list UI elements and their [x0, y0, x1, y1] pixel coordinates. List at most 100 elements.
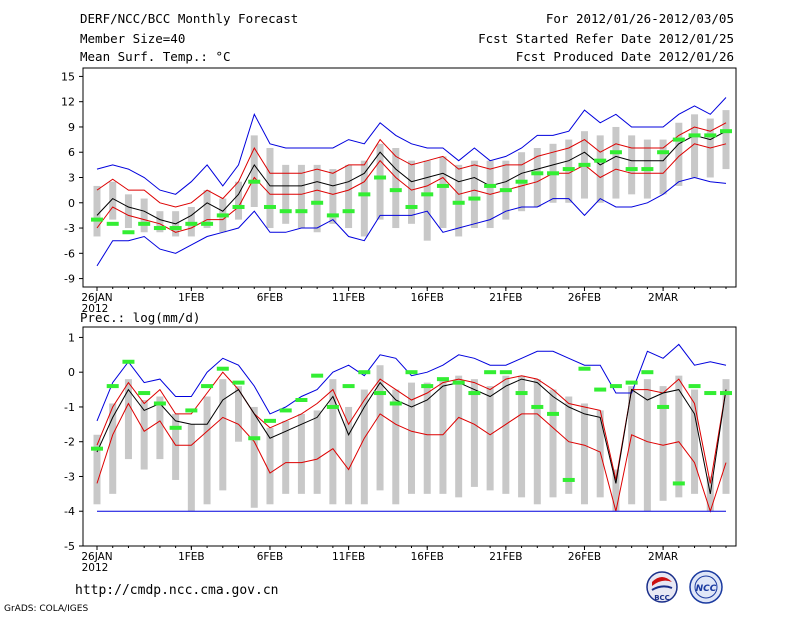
logos: BCC NCC	[646, 570, 723, 604]
temperature-obs-marker	[279, 209, 292, 214]
precipitation-box	[376, 365, 384, 491]
precipitation-xtick-sublabel: 2012	[82, 562, 109, 574]
precipitation-xtick-label: 6FEB	[257, 551, 284, 563]
precipitation-box	[580, 403, 588, 505]
precipitation-obs-marker	[688, 384, 701, 389]
precipitation-obs-marker	[358, 370, 371, 375]
precipitation-obs-marker	[515, 391, 528, 396]
temperature-box	[124, 194, 132, 229]
precipitation-box	[329, 379, 337, 505]
precipitation-box	[722, 379, 730, 494]
temperature-box	[187, 206, 195, 237]
temperature-ytick-label: -6	[64, 247, 75, 260]
precipitation-obs-marker	[122, 359, 135, 364]
precipitation-box	[250, 406, 258, 508]
precipitation-box	[470, 379, 478, 487]
precipitation-xtick-label: 2MAR	[648, 551, 678, 563]
precipitation-box	[423, 382, 431, 494]
precipitation-obs-marker	[547, 411, 560, 416]
precipitation-box	[282, 420, 290, 494]
temperature-obs-marker	[122, 230, 135, 235]
temperature-xtick-label: 16FEB	[411, 292, 444, 304]
precipitation-obs-marker	[138, 391, 151, 396]
ncc-logo: NCC	[689, 570, 723, 604]
temperature-obs-marker	[138, 221, 151, 226]
precipitation-box	[486, 386, 494, 491]
temperature-box	[93, 185, 101, 237]
precipitation-obs-marker	[594, 387, 607, 392]
precipitation-frame	[82, 326, 737, 547]
temperature-obs-marker	[295, 209, 308, 214]
temperature-series-mean	[96, 130, 727, 225]
temperature-obs-marker	[688, 133, 701, 138]
temperature-obs-marker	[263, 204, 276, 209]
precipitation-obs-marker	[185, 408, 198, 413]
temperature-obs-marker	[625, 167, 638, 172]
precipitation-obs-marker	[562, 477, 575, 482]
precipitation-series-max	[96, 343, 727, 422]
temperature-xtick-label: 11FEB	[332, 292, 365, 304]
precipitation-box	[565, 396, 573, 494]
temperature-obs-marker	[389, 188, 402, 193]
temperature-obs-marker	[484, 183, 497, 188]
precipitation-obs-marker	[452, 380, 465, 385]
temperature-obs-marker	[531, 171, 544, 176]
temperature-box	[612, 126, 620, 199]
precipitation-ytick-label: -5	[64, 540, 75, 553]
precipitation-ytick-label: 1	[68, 331, 75, 344]
temperature-obs-marker	[641, 167, 654, 172]
temperature-obs-marker	[169, 226, 182, 231]
temperature-box	[313, 164, 321, 233]
temperature-series-min	[96, 176, 727, 267]
temperature-obs-marker	[216, 213, 229, 218]
temperature-obs-marker	[91, 217, 103, 222]
precipitation-obs-marker	[279, 408, 292, 413]
precipitation-box	[156, 396, 164, 460]
temperature-box	[628, 135, 636, 195]
temperature-box	[533, 148, 541, 207]
ncc-logo-text: NCC	[696, 584, 717, 594]
precipitation-box	[360, 389, 368, 505]
precipitation-obs-marker	[389, 401, 402, 406]
temperature-box	[360, 160, 368, 237]
precipitation-obs-marker	[342, 384, 355, 389]
precipitation-box	[691, 389, 699, 494]
temperature-box	[235, 181, 243, 220]
precipitation-box	[439, 379, 447, 494]
precipitation-obs-marker	[641, 370, 654, 375]
precipitation-box	[675, 375, 683, 498]
temperature-obs-marker	[499, 188, 512, 193]
precipitation-obs-marker	[201, 384, 214, 389]
bcc-logo-text: BCC	[654, 594, 670, 602]
temperature-box	[156, 211, 164, 233]
temperature-obs-marker	[185, 221, 198, 226]
temperature-box	[250, 135, 258, 207]
precipitation-obs-marker	[216, 366, 229, 371]
variable-label: Mean Surf. Temp.: °C	[80, 49, 231, 64]
temperature-obs-marker	[578, 162, 591, 167]
precipitation-obs-marker	[421, 384, 434, 389]
precipitation-box	[93, 434, 101, 505]
temperature-obs-marker	[672, 137, 685, 142]
temperature-box	[297, 164, 305, 229]
temperature-box	[109, 181, 117, 220]
temperature-ytick-label: 9	[68, 121, 75, 134]
precipitation-obs-marker	[672, 481, 685, 486]
temperature-obs-marker	[609, 150, 622, 155]
precipitation-box	[345, 406, 353, 505]
precipitation-obs-marker	[657, 404, 670, 409]
source-url[interactable]: http://cmdp.ncc.cma.gov.cn	[75, 583, 279, 598]
precipitation-box	[187, 424, 195, 512]
precipitation-box	[172, 413, 180, 480]
precipitation-obs-marker	[295, 398, 308, 402]
precipitation-box	[518, 375, 526, 498]
temperature-ytick-label: 0	[68, 197, 75, 210]
bcc-logo: BCC	[646, 571, 678, 603]
precipitation-box	[140, 400, 148, 470]
temperature-box	[565, 139, 573, 203]
temperature-obs-marker	[436, 183, 449, 188]
precipitation-ytick-label: 0	[68, 366, 75, 379]
precipitation-obs-marker	[720, 391, 732, 396]
precipitation-obs-marker	[232, 380, 245, 385]
